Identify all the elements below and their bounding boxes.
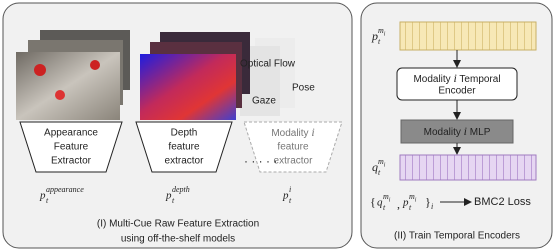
extractor-label: Feature <box>54 142 89 153</box>
math-base: p <box>39 190 46 202</box>
variable: i <box>311 125 314 139</box>
extractor-label: Depth <box>171 128 198 139</box>
text: Modality <box>271 128 308 139</box>
text: MLP <box>470 127 491 138</box>
input-features <box>400 22 536 50</box>
extractor-label: feature <box>277 142 309 153</box>
mlp-label: Modality i MLP <box>424 124 491 138</box>
math-superscript: i <box>289 185 291 194</box>
caption: (II) Train Temporal Encoders <box>394 231 520 242</box>
diagram: Optical Flow Pose Gaze Appearance Featur… <box>0 0 555 252</box>
math-base: p <box>371 29 378 43</box>
variable: i <box>464 124 467 138</box>
appearance-images <box>16 30 130 120</box>
text: Temporal <box>459 74 500 85</box>
set-subscript: i <box>431 202 433 211</box>
math-base: p <box>402 197 409 209</box>
math-superscript: depth <box>172 185 190 194</box>
extractor-label: extractor <box>274 156 314 167</box>
caption: using off-the-shelf models <box>121 234 235 245</box>
text: Modality <box>413 74 450 85</box>
loss-label: BMC2 Loss <box>474 196 531 208</box>
depth-images <box>140 32 295 120</box>
encoder-label: Modality i Temporal <box>413 71 500 85</box>
extractor-label: Appearance <box>44 128 98 139</box>
cue-label: Optical Flow <box>240 59 296 70</box>
output-features <box>400 155 536 180</box>
extractor-label: feature <box>168 142 200 153</box>
set-separator: , <box>397 197 400 211</box>
extractor-label: Extractor <box>51 156 92 167</box>
cue-label: Gaze <box>252 96 276 107</box>
math-superscript: appearance <box>46 185 84 194</box>
caption: (I) Multi-Cue Raw Feature Extraction <box>97 219 259 230</box>
set-brace: } <box>425 195 431 209</box>
set-brace: { <box>370 195 376 209</box>
extractor-label: extractor <box>165 156 205 167</box>
math-base: p <box>165 190 172 202</box>
ellipsis: · · · · · <box>244 154 277 168</box>
variable: i <box>453 71 456 85</box>
extractor-label: Modality i <box>271 125 314 139</box>
math-base: p <box>282 190 289 202</box>
cue-label: Pose <box>292 83 315 94</box>
encoder-label: Encoder <box>438 86 476 97</box>
text: Modality <box>424 127 461 138</box>
